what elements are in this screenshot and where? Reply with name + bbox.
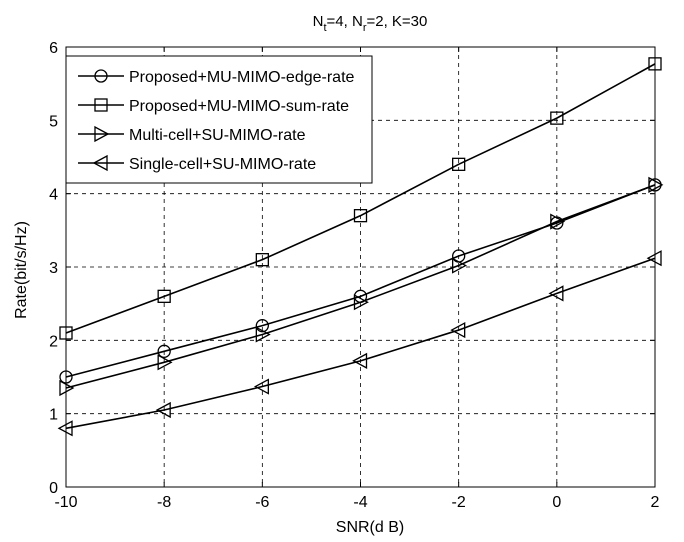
legend-box: [65, 55, 373, 184]
legend-marker: [94, 98, 108, 112]
title-subscript-t: t: [323, 22, 326, 34]
data-point: [157, 289, 171, 303]
axis-ticks: [65, 46, 656, 488]
data-point: [452, 257, 468, 274]
data-point: [255, 326, 271, 343]
x-tick-label: -4: [353, 494, 367, 511]
x-axis-label: SNR(d B): [336, 519, 404, 536]
series-3: [59, 176, 664, 397]
series-line: [65, 184, 656, 389]
y-axis-label: Rate(bit/s/Hz): [13, 221, 30, 319]
y-tick-label: 2: [49, 333, 58, 350]
series-layer: [57, 57, 664, 437]
x-tick-label: -6: [255, 494, 269, 511]
y-tick-label: 5: [49, 113, 58, 130]
y-tick-label: 0: [49, 480, 58, 497]
data-point: [452, 157, 466, 171]
legend-label: Proposed+MU-MIMO-sum-rate: [129, 98, 349, 115]
data-point: [157, 344, 171, 358]
data-point: [550, 213, 566, 230]
data-point: [353, 209, 368, 223]
data-point: [255, 253, 269, 267]
legend-item: Single-cell+SU-MIMO-rate: [78, 154, 316, 173]
x-tick-label: 2: [651, 494, 660, 511]
x-tick-label: -2: [452, 494, 466, 511]
data-point: [57, 420, 73, 437]
x-tick-label: 0: [552, 494, 561, 511]
data-point: [59, 379, 75, 397]
series-line: [65, 184, 656, 378]
series-line: [65, 257, 656, 430]
legend: Proposed+MU-MIMO-edge-rate Proposed+MU-MI…: [65, 55, 373, 184]
data-point: [59, 370, 73, 384]
data-point: [255, 319, 269, 333]
legend-label: Multi-cell+SU-MIMO-rate: [129, 127, 306, 144]
y-tick-label: 6: [49, 40, 58, 57]
legend-marker: [92, 154, 108, 172]
x-tick-label: -8: [157, 494, 171, 511]
legend-item: Multi-cell+SU-MIMO-rate: [78, 125, 306, 144]
chart-title: Nt=4, Nr=2, K=30: [313, 13, 428, 34]
data-point: [450, 321, 466, 339]
y-tick-label: 3: [49, 260, 58, 277]
data-point: [648, 176, 664, 193]
x-tick-label: -10: [54, 494, 77, 511]
legend-label: Single-cell+SU-MIMO-rate: [129, 156, 316, 173]
data-point: [59, 326, 73, 340]
title-subscript-r: r: [363, 22, 367, 34]
data-point: [550, 111, 564, 125]
tick-labels: -10 -8 -6 -4 -2 0 2 0 1 2 3 4 5 6: [49, 40, 659, 511]
data-point: [548, 285, 564, 302]
data-point: [352, 352, 368, 369]
series-4: [57, 250, 662, 437]
data-point: [353, 294, 369, 311]
legend-item: Proposed+MU-MIMO-sum-rate: [78, 98, 349, 115]
series-line: [65, 63, 656, 334]
legend-marker: [94, 125, 110, 143]
data-point: [648, 57, 662, 71]
y-tick-label: 4: [49, 187, 58, 204]
series-2: [59, 57, 662, 340]
legend-label: Proposed+MU-MIMO-edge-rate: [129, 69, 355, 86]
legend-item: Proposed+MU-MIMO-edge-rate: [78, 69, 355, 86]
data-point: [157, 354, 173, 371]
legend-marker: [94, 69, 108, 83]
data-point: [155, 401, 171, 419]
data-point: [646, 250, 662, 267]
data-point: [253, 378, 269, 395]
y-tick-label: 1: [49, 407, 58, 424]
